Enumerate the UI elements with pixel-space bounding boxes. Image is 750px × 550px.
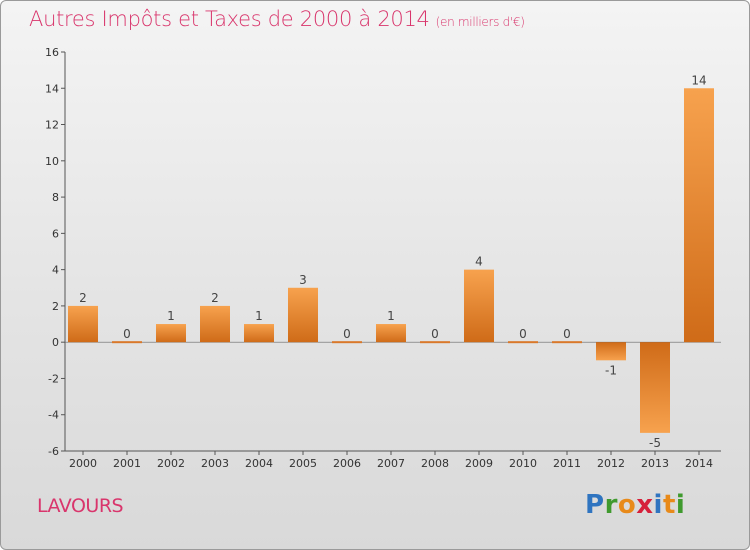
y-tick-label: 2 (52, 300, 59, 313)
chart-title: Autres Impôts et Taxes de 2000 à 2014 (en… (29, 7, 525, 31)
logo-letter: x (636, 490, 654, 520)
bar-2007 (376, 324, 406, 343)
bar-2004 (244, 324, 274, 343)
data-label-2014: 14 (691, 73, 706, 87)
data-labels: 2 0 1 2 1 3 0 1 0 4 0 0 -1 -5 14 (79, 73, 706, 450)
x-tick-label: 2012 (597, 457, 625, 470)
y-tick-label: 6 (52, 227, 59, 240)
data-label-2003: 2 (211, 291, 219, 305)
chart-title-text: Autres Impôts et Taxes de 2000 à 2014 (29, 7, 430, 31)
y-tick-label: 14 (45, 82, 59, 95)
y-tick-label: 4 (52, 264, 59, 277)
y-tick-label: 8 (52, 191, 59, 204)
bar-2014 (684, 88, 714, 343)
chart-unit: (en milliers d'€) (435, 15, 525, 29)
x-tick-label: 2005 (289, 457, 317, 470)
bar-2008 (420, 341, 450, 344)
x-tick-label: 2006 (333, 457, 361, 470)
bar-2006 (332, 341, 362, 344)
x-tick-label: 2001 (113, 457, 141, 470)
data-label-2010: 0 (519, 327, 527, 341)
x-tick-label: 2013 (641, 457, 669, 470)
bar-2000 (68, 305, 98, 343)
x-tick-label: 2002 (157, 457, 185, 470)
y-tick-label: 10 (45, 155, 59, 168)
x-tick-label: 2010 (509, 457, 537, 470)
y-tick-label: 0 (52, 336, 59, 349)
data-label-2001: 0 (123, 327, 131, 341)
bar-2012 (596, 342, 626, 361)
x-tick-label: 2009 (465, 457, 493, 470)
x-tick-label: 2014 (685, 457, 713, 470)
bar-2001 (112, 341, 142, 344)
y-tick-label: -6 (48, 445, 59, 458)
y-tick-label: 12 (45, 119, 59, 132)
proxiti-logo[interactable]: Proxiti (585, 490, 685, 520)
bar-2003 (200, 305, 230, 343)
commune-name: LAVOURS (37, 495, 124, 517)
logo-letter: i (653, 490, 663, 520)
y-tick-label: 16 (45, 46, 59, 59)
bar-2010 (508, 341, 538, 344)
data-label-2005: 3 (299, 273, 307, 287)
bar-2005 (288, 287, 318, 343)
bars (68, 88, 714, 433)
x-tick-label: 2011 (553, 457, 581, 470)
data-label-2002: 1 (167, 309, 175, 323)
data-label-2008: 0 (431, 327, 439, 341)
data-label-2000: 2 (79, 291, 87, 305)
data-label-2011: 0 (563, 327, 571, 341)
x-tick-label: 2000 (69, 457, 97, 470)
data-label-2007: 1 (387, 309, 395, 323)
y-tick-label: -4 (48, 409, 59, 422)
x-tick-label: 2004 (245, 457, 273, 470)
bar-2013 (640, 342, 670, 433)
x-tick-label: 2003 (201, 457, 229, 470)
data-label-2012: -1 (605, 363, 617, 377)
logo-letter: r (604, 490, 618, 520)
data-label-2004: 1 (255, 309, 263, 323)
data-label-2013: -5 (649, 436, 661, 450)
x-tick-label: 2008 (421, 457, 449, 470)
y-tick-label: -2 (48, 372, 59, 385)
logo-letter: o (617, 490, 637, 520)
data-label-2009: 4 (475, 255, 483, 269)
bar-2011 (552, 341, 582, 344)
x-tick-label: 2007 (377, 457, 405, 470)
logo-letter: P (585, 490, 605, 520)
logo-letter: t (662, 490, 676, 520)
bar-2009 (464, 269, 494, 343)
data-label-2006: 0 (343, 327, 351, 341)
logo-letter: i (675, 490, 686, 520)
bar-2002 (156, 324, 186, 343)
